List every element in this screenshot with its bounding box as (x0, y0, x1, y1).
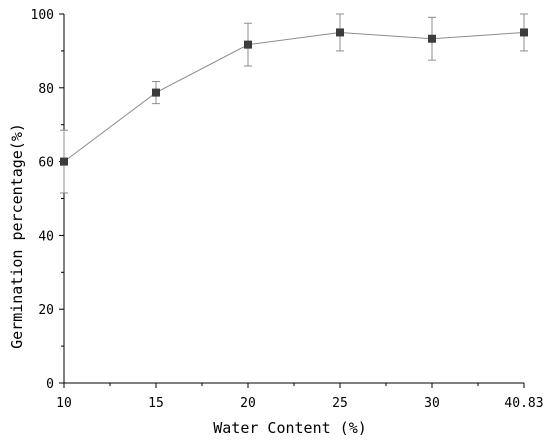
y-tick-label: 100 (31, 8, 54, 23)
x-tick-label: 30 (424, 396, 440, 411)
data-point (520, 28, 528, 37)
data-point (336, 28, 344, 37)
x-tick-label: 40.83 (504, 396, 543, 411)
y-tick-label: 20 (38, 303, 54, 318)
series-line (63, 31, 525, 162)
y-tick-label: 60 (38, 156, 54, 171)
x-tick-label: 15 (148, 396, 164, 411)
y-axis-title: Germination percentage(%) (8, 123, 26, 349)
tick-labels: 0 20 40 60 80 100 10 15 20 25 30 40.83 (31, 8, 544, 411)
data-point (152, 88, 160, 97)
data-point (244, 40, 252, 49)
x-tick-label: 20 (240, 396, 256, 411)
x-tick-label: 25 (332, 396, 348, 411)
data-points (60, 28, 528, 166)
y-tick-label: 0 (46, 377, 54, 392)
y-tick-label: 40 (38, 229, 54, 244)
data-point (60, 157, 68, 166)
series-line-path (63, 31, 525, 162)
x-tick-label: 10 (56, 396, 72, 411)
axes (59, 13, 525, 388)
x-axis-title: Water Content (%) (213, 419, 367, 437)
y-tick-label: 80 (38, 82, 54, 97)
error-bars (60, 13, 528, 194)
data-point (428, 34, 436, 43)
